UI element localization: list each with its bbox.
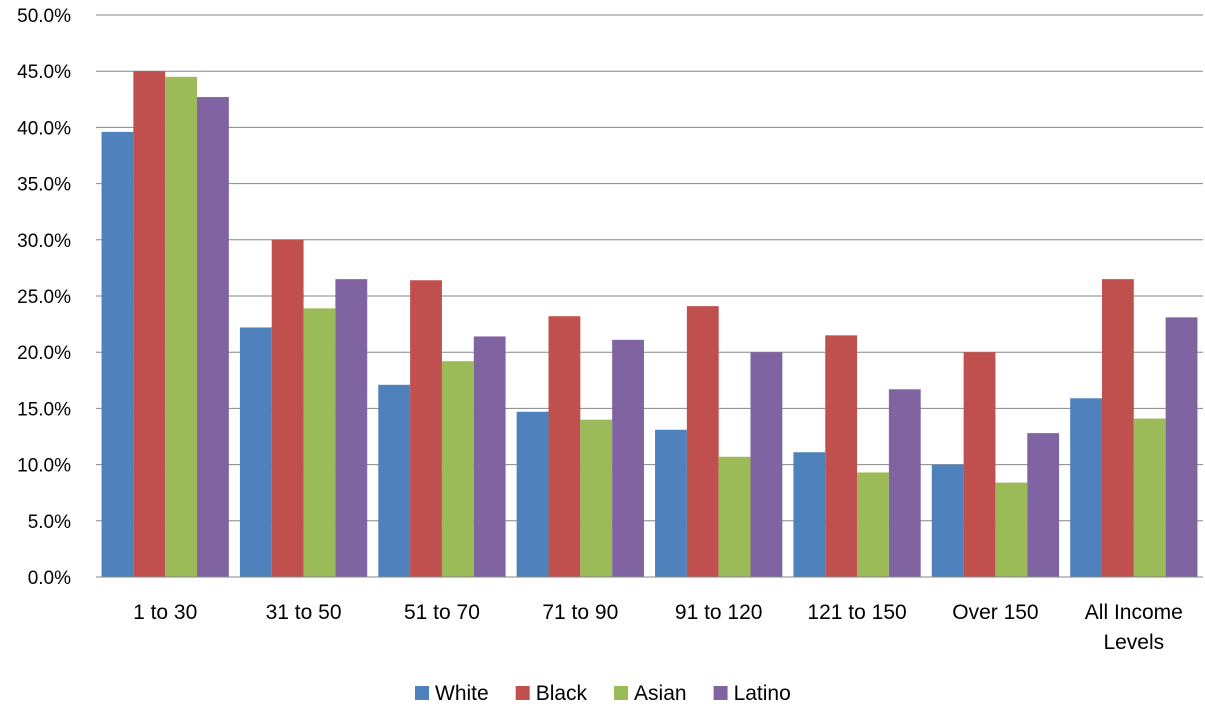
legend-label-latino: Latino [734, 682, 791, 705]
bar-white-2 [378, 384, 411, 577]
x-tick-label: Over 150 [952, 601, 1038, 624]
y-tick-label: 20.0% [17, 343, 71, 364]
y-tick-label: 45.0% [17, 62, 71, 83]
x-tick-label: 71 to 90 [542, 601, 618, 624]
bars [101, 71, 1198, 578]
bar-white-7 [1070, 398, 1102, 577]
y-tick-label: 30.0% [17, 231, 71, 252]
x-tick-label: All Income [1085, 601, 1183, 624]
bar-asian-3 [580, 419, 613, 577]
bar-latino-1 [335, 279, 368, 577]
bar-latino-7 [1165, 317, 1198, 577]
bar-latino-5 [888, 389, 921, 577]
x-tick-labels: 1 to 30 31 to 50 51 to 70 71 to 90 91 to 120… [133, 601, 1183, 654]
y-tick-label: 50.0% [17, 6, 71, 27]
y-tick-label: 15.0% [17, 399, 71, 420]
bar-black-7 [1101, 279, 1134, 577]
bar-black-1 [271, 239, 304, 578]
bar-white-3 [516, 411, 549, 577]
bar-latino-4 [750, 352, 783, 577]
bar-latino-2 [473, 336, 506, 577]
x-tick-label: 31 to 50 [266, 601, 342, 624]
bar-asian-1 [303, 308, 336, 577]
bar-asian-5 [857, 472, 889, 577]
bar-black-2 [410, 280, 442, 577]
x-tick-label: Levels [1103, 631, 1164, 654]
legend-swatch-black [515, 686, 530, 700]
legend-label-white: White [435, 682, 489, 705]
legend-swatch-white [415, 686, 429, 700]
bar-black-5 [825, 335, 858, 577]
bar-latino-6 [1027, 433, 1060, 577]
bar-latino-0 [197, 97, 229, 577]
y-tick-labels: 0.0% 5.0% 10.0% 15.0% 20.0% 25.0% 30.0% 35.0% 40… [17, 6, 71, 589]
bar-white-1 [239, 327, 272, 577]
bar-white-5 [793, 452, 826, 577]
bar-black-6 [963, 352, 996, 577]
legend-swatch-asian [614, 686, 629, 700]
bar-white-0 [101, 131, 134, 577]
y-tick-label: 5.0% [28, 512, 71, 533]
legend: White Black Asian Latino [415, 682, 791, 705]
bar-asian-2 [441, 361, 474, 577]
bar-asian-7 [1133, 418, 1166, 577]
y-tick-label: 0.0% [28, 568, 71, 589]
legend-swatch-latino [713, 686, 728, 700]
bar-black-4 [686, 306, 719, 577]
x-tick-label: 1 to 30 [133, 601, 197, 624]
bar-black-0 [133, 71, 166, 577]
y-tick-label: 10.0% [17, 456, 71, 477]
legend-label-asian: Asian [634, 682, 687, 705]
x-tick-label: 51 to 70 [404, 601, 480, 624]
bar-white-6 [931, 464, 964, 577]
y-tick-label: 25.0% [17, 287, 71, 308]
x-tick-label: 121 to 150 [807, 601, 906, 624]
bar-asian-6 [995, 482, 1028, 577]
bar-asian-0 [165, 76, 198, 577]
bar-black-3 [548, 316, 581, 577]
bar-asian-4 [718, 456, 751, 577]
y-tick-label: 40.0% [17, 118, 71, 139]
y-tick-label: 35.0% [17, 175, 71, 196]
x-tick-label: 91 to 120 [675, 601, 763, 624]
bar-latino-3 [612, 339, 644, 577]
bar-white-4 [655, 429, 687, 577]
legend-label-black: Black [536, 682, 588, 705]
